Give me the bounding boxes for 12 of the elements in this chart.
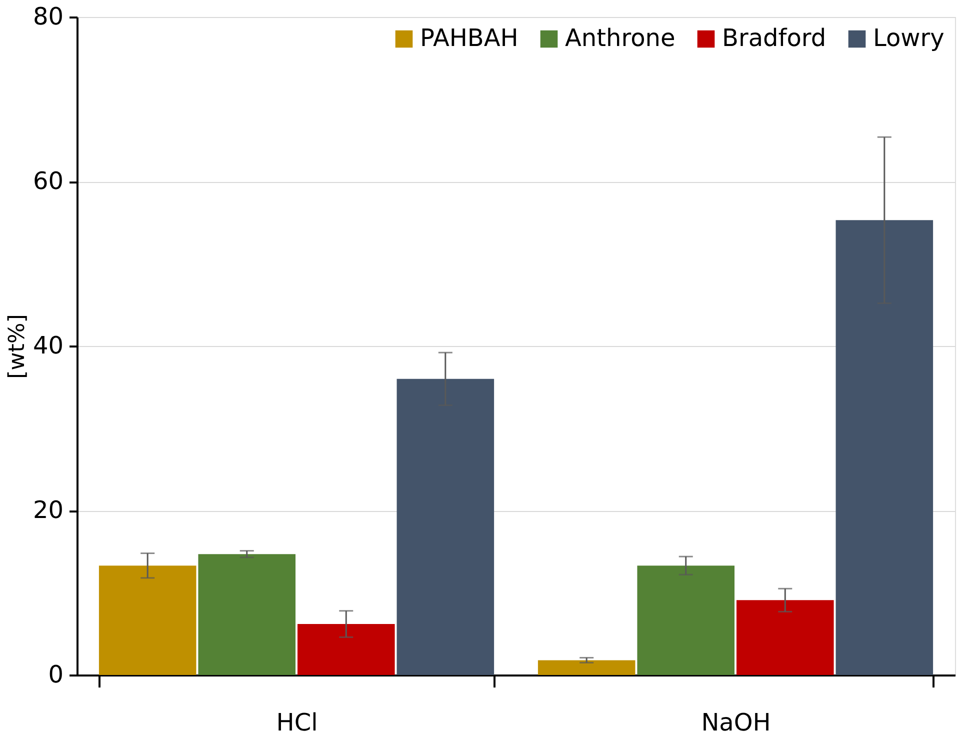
y-tick-label: 40 [32, 332, 64, 360]
y-axis-title: [wt%] [4, 314, 30, 379]
x-tick-label: HCl [276, 708, 318, 736]
y-tick-label: 60 [32, 167, 64, 195]
x-tick-label: NaOH [701, 708, 771, 736]
legend-label: PAHBAH [420, 24, 518, 52]
y-tick-label: 20 [32, 496, 64, 524]
y-tick-label: 0 [48, 660, 64, 688]
y-tick-label: 80 [32, 2, 64, 30]
legend-label: Bradford [722, 24, 826, 52]
legend-label: Anthrone [565, 24, 676, 52]
legend-label: Lowry [873, 24, 944, 52]
